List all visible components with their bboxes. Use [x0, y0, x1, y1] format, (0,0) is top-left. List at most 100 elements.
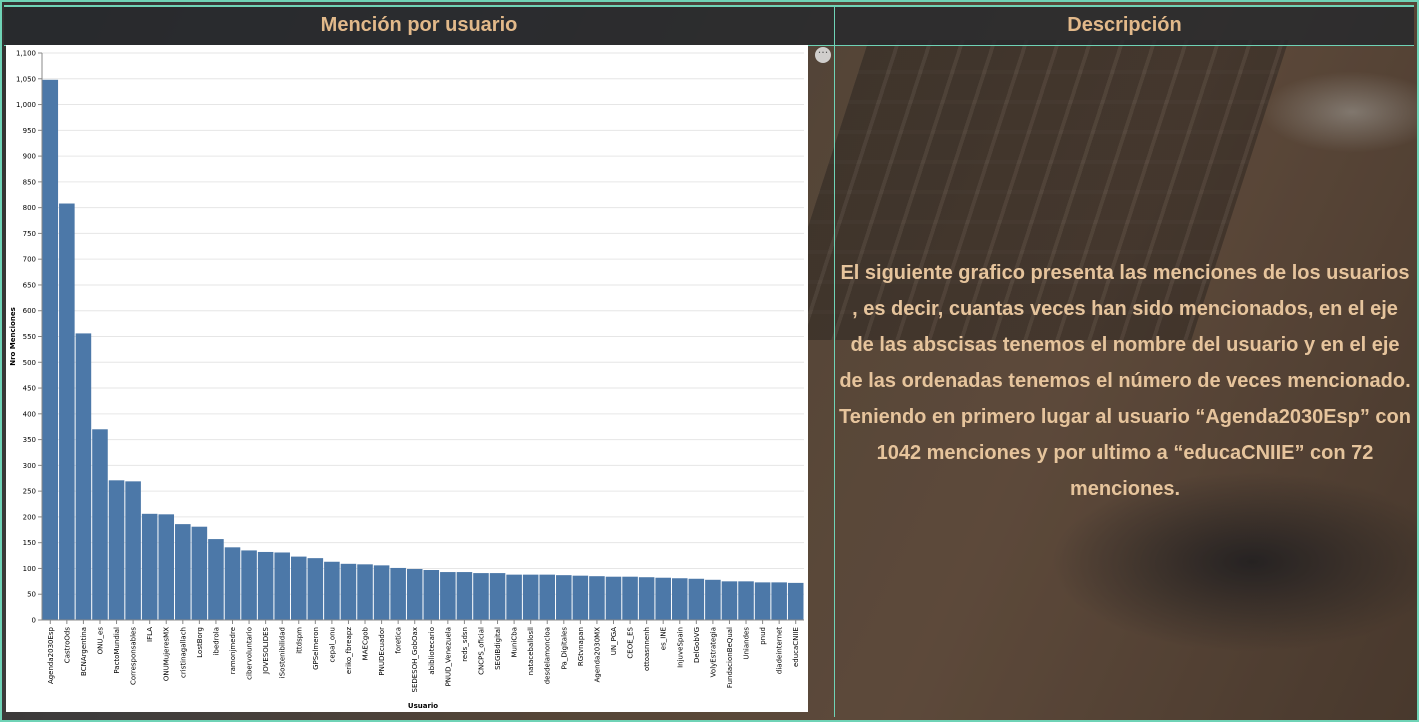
bar[interactable] [456, 572, 473, 620]
bar[interactable] [671, 578, 688, 620]
bars [42, 79, 804, 620]
x-tick-label: ottoasnnenh [643, 627, 651, 671]
x-tick-label: diadeinternet [776, 627, 784, 674]
x-tick-label: BCNArgentina [80, 627, 88, 676]
y-tick-label: 600 [23, 307, 36, 315]
bar[interactable] [556, 575, 572, 620]
x-tick-label: Agenda2030MX [593, 627, 601, 683]
bar[interactable] [506, 574, 522, 620]
bar[interactable] [373, 565, 390, 620]
bar[interactable] [208, 539, 224, 620]
bar[interactable] [390, 567, 406, 620]
x-tick-label: ittdspm [295, 627, 303, 654]
x-tick-label: abibliotecario [428, 627, 436, 675]
bar[interactable] [539, 574, 556, 620]
x-tick-label: pnud [759, 627, 767, 645]
x-tick-label: PNUD_Venezuela [444, 627, 452, 686]
bar[interactable] [42, 79, 59, 620]
x-tick-label: JOVESOLIDES [262, 626, 270, 674]
bar[interactable] [108, 480, 125, 620]
x-tick-label: es_INE [660, 627, 668, 650]
x-tick-label: ibedrola [212, 627, 220, 655]
bar[interactable] [191, 526, 208, 620]
bar[interactable] [738, 581, 754, 620]
x-tick-label: Corresponsables [130, 627, 138, 685]
y-tick-label: 1,100 [16, 50, 36, 58]
bar[interactable] [522, 574, 539, 620]
x-tick-label: InjuveSpain [676, 627, 684, 668]
x-tick-label: ONUMujeresMX [163, 627, 171, 681]
y-tick-label: 900 [23, 153, 36, 161]
y-tick-label: 550 [23, 333, 36, 341]
x-tick-label: CNCPS_oficial [477, 627, 485, 675]
bar[interactable] [638, 577, 655, 620]
x-tick-label: VolyEstrategia [709, 627, 717, 677]
more-options-icon[interactable]: ··· [815, 47, 831, 63]
bar[interactable] [274, 552, 290, 620]
bar[interactable] [754, 582, 771, 620]
x-tick-label: ramonjmedre [229, 627, 237, 674]
bar[interactable] [440, 572, 456, 620]
bar[interactable] [489, 573, 506, 620]
y-tick-label: 200 [23, 513, 36, 521]
x-tick-label: DelGobVG [693, 627, 701, 663]
y-tick-label: 850 [23, 178, 36, 186]
y-tick-label: 450 [23, 385, 36, 393]
bar[interactable] [92, 429, 108, 620]
panel-divider [834, 5, 835, 717]
bar[interactable] [705, 579, 721, 620]
x-axis-label: Usuario [408, 702, 438, 710]
bar[interactable] [59, 203, 75, 620]
bar[interactable] [257, 551, 274, 620]
y-tick-label: 50 [27, 591, 36, 599]
bar[interactable] [589, 576, 605, 620]
x-tick-label: iSostenibilidad [279, 627, 287, 678]
y-axis: 0 50 100 150 200 250 300 350 400 450 500 550 600 650 7… [16, 50, 43, 625]
header-bar [4, 5, 1414, 46]
y-tick-label: 700 [23, 256, 36, 264]
x-tick-label: IFLA [146, 627, 154, 642]
bar[interactable] [141, 513, 158, 620]
x-tick-label: UN_PGA [610, 627, 618, 656]
x-tick-label: educaCNIIE [792, 627, 800, 667]
bar[interactable] [721, 581, 738, 620]
x-tick-label: reds_sdsn [461, 627, 469, 662]
bar[interactable] [224, 547, 241, 620]
bar[interactable] [572, 575, 589, 620]
y-tick-label: 400 [23, 410, 36, 418]
bar[interactable] [655, 577, 671, 620]
bar[interactable] [324, 561, 340, 620]
bar[interactable] [787, 582, 804, 620]
description-text: El siguiente grafico presenta las mencio… [839, 262, 1411, 500]
y-tick-label: 650 [23, 281, 36, 289]
bar[interactable] [406, 568, 423, 620]
bar[interactable] [125, 481, 141, 620]
y-tick-label: 950 [23, 127, 36, 135]
x-tick-label: SEGIBdigital [494, 627, 502, 670]
bar[interactable] [307, 558, 324, 620]
bar[interactable] [622, 576, 638, 620]
y-tick-label: 800 [23, 204, 36, 212]
bar[interactable] [423, 570, 440, 620]
bar[interactable] [75, 333, 92, 620]
bar[interactable] [473, 573, 489, 620]
y-tick-label: 1,050 [16, 75, 36, 83]
y-tick-label: 350 [23, 436, 36, 444]
bar[interactable] [357, 564, 373, 620]
bar[interactable] [688, 578, 705, 620]
y-tick-label: 750 [23, 230, 36, 238]
bar-chart[interactable]: 0 50 100 150 200 250 300 350 400 450 500 550 600 650 7… [6, 45, 808, 712]
bar[interactable] [241, 550, 257, 620]
bar[interactable] [290, 556, 307, 620]
bar[interactable] [771, 582, 787, 620]
chart-panel-title: Mención por usuario [320, 14, 518, 36]
bar[interactable] [340, 563, 357, 620]
bar[interactable] [158, 514, 175, 620]
bar[interactable] [175, 524, 191, 620]
y-axis-label: Nro Menciones [9, 307, 17, 366]
x-tick-label: Uniandes [743, 627, 751, 660]
bar[interactable] [605, 576, 622, 620]
x-tick-label: Agenda2030Esp [47, 626, 55, 684]
bar-chart-container[interactable]: 0 50 100 150 200 250 300 350 400 450 500 550 600 650 7… [6, 45, 808, 712]
